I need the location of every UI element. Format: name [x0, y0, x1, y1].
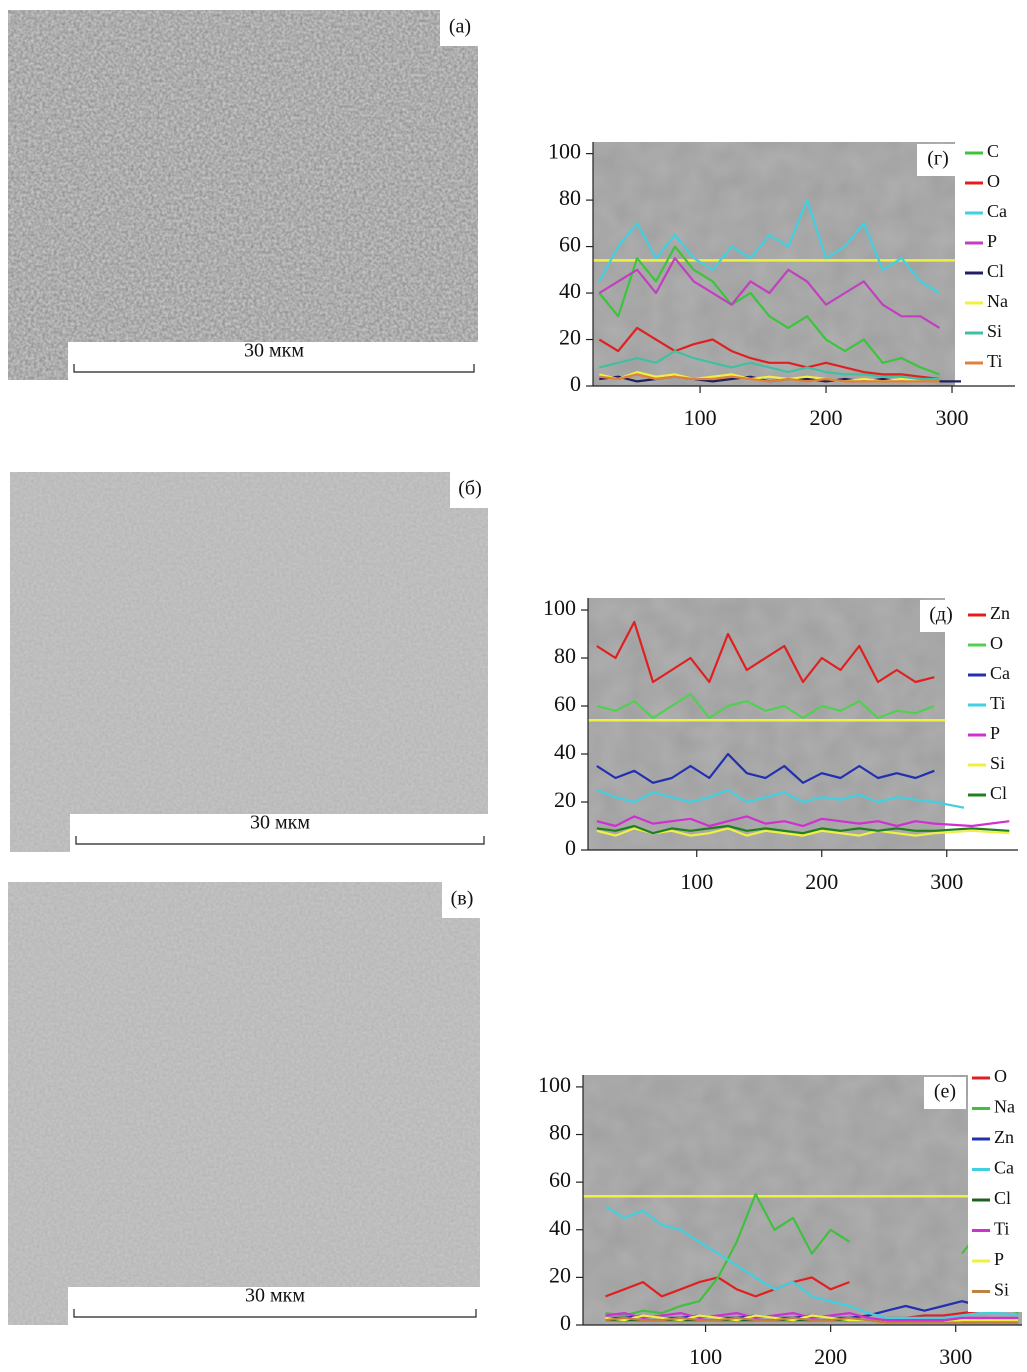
series-line [596, 692, 935, 720]
legend-label: P [994, 1249, 1004, 1269]
scale-bar-box [68, 1287, 492, 1325]
legend-label: P [987, 231, 997, 251]
legend-label: Ti [994, 1219, 1009, 1239]
y-tick-label: 0 [560, 1310, 571, 1335]
series-line [604, 1205, 1019, 1319]
scale-bar-box [68, 342, 490, 380]
series-line [598, 326, 940, 381]
legend-label: Zn [994, 1127, 1014, 1147]
y-tick-label: 60 [554, 691, 576, 716]
series-line [598, 257, 940, 329]
legend-label: P [990, 723, 1000, 743]
legend-label: O [990, 633, 1003, 653]
annotation-box [924, 1077, 966, 1109]
series-line [596, 824, 1010, 835]
legend-label: Ca [990, 663, 1010, 683]
y-tick-label: 100 [548, 139, 581, 164]
x-tick-label: 200 [814, 1344, 847, 1369]
y-tick-label: 0 [570, 371, 581, 396]
sem-image [8, 882, 480, 1325]
legend-label: Zn [990, 603, 1010, 623]
y-tick-label: 40 [559, 278, 581, 303]
y-tick-label: 80 [554, 643, 576, 668]
series-line [596, 752, 935, 784]
x-tick-label: 300 [939, 1344, 972, 1369]
legend-label: C [987, 141, 999, 161]
x-tick-label: 200 [810, 405, 843, 430]
panel-label: (б) [458, 478, 482, 500]
legend-label: Si [994, 1280, 1009, 1300]
y-tick-label: 60 [549, 1167, 571, 1192]
scale-bar [73, 1309, 477, 1318]
legend-label: O [994, 1066, 1007, 1086]
y-tick-label: 20 [559, 325, 581, 350]
y-tick-label: 20 [549, 1262, 571, 1287]
scale-bar-label: 30 мкм [250, 812, 310, 834]
series-line [605, 1316, 1019, 1324]
scale-bar [75, 836, 485, 845]
y-tick-label: 0 [565, 835, 576, 860]
legend-label: Cl [987, 261, 1004, 281]
legend-label: Na [987, 291, 1008, 311]
y-tick-label: 40 [554, 739, 576, 764]
y-tick-label: 20 [554, 787, 576, 812]
sem-image [10, 472, 488, 852]
legend-label: Cl [994, 1188, 1011, 1208]
x-tick-label: 100 [684, 405, 717, 430]
panel-annotation: (д) [929, 604, 953, 626]
series-line [605, 1312, 1019, 1322]
legend-label: Ti [987, 351, 1002, 371]
legend-label: Cl [990, 783, 1007, 803]
panel-label-box [442, 882, 482, 918]
legend-label: Ti [990, 693, 1005, 713]
series-line [596, 815, 1010, 828]
panel-label: (а) [449, 16, 471, 38]
y-tick-label: 80 [549, 1120, 571, 1145]
y-tick-label: 80 [559, 185, 581, 210]
legend-label: Ca [987, 201, 1007, 221]
scale-bar-label: 30 мкм [245, 1285, 305, 1307]
y-tick-label: 60 [559, 232, 581, 257]
plot-texture [593, 142, 955, 386]
y-tick-label: 40 [549, 1215, 571, 1240]
annotation-box [920, 600, 962, 632]
scale-bar [73, 364, 475, 373]
y-tick-label: 100 [538, 1072, 571, 1097]
series-line [596, 620, 935, 684]
panel-label: (в) [451, 888, 474, 910]
sem-image [8, 10, 478, 380]
x-tick-label: 300 [930, 869, 963, 894]
legend-background [968, 1064, 1027, 1312]
annotation-box [917, 144, 959, 176]
x-tick-label: 300 [936, 405, 969, 430]
legend-label: Na [994, 1097, 1015, 1117]
legend-background [964, 601, 1027, 815]
x-tick-label: 100 [680, 869, 713, 894]
panel-label-box [440, 10, 480, 46]
legend-label: O [987, 171, 1000, 191]
x-tick-label: 100 [689, 1344, 722, 1369]
plot-texture [583, 1075, 1022, 1325]
series-line [596, 788, 1010, 811]
legend-label: Si [990, 753, 1005, 773]
series-line [598, 245, 940, 376]
legend-label: Ca [994, 1158, 1014, 1178]
scale-bar-label: 30 мкм [244, 340, 304, 362]
panel-label-box [450, 472, 490, 508]
legend-background [961, 139, 1027, 383]
legend-label: Si [987, 321, 1002, 341]
series-line [598, 199, 940, 294]
series-line [599, 373, 940, 383]
x-tick-label: 200 [805, 869, 838, 894]
scale-bar-box [70, 814, 500, 852]
series-line [599, 350, 940, 381]
y-tick-label: 100 [543, 595, 576, 620]
panel-annotation: (г) [927, 148, 949, 170]
plot-texture [588, 598, 945, 850]
panel-annotation: (е) [934, 1081, 956, 1103]
